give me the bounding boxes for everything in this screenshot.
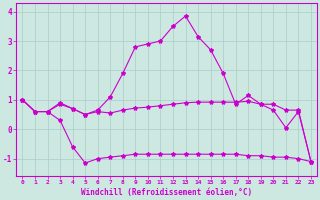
X-axis label: Windchill (Refroidissement éolien,°C): Windchill (Refroidissement éolien,°C) — [81, 188, 252, 197]
